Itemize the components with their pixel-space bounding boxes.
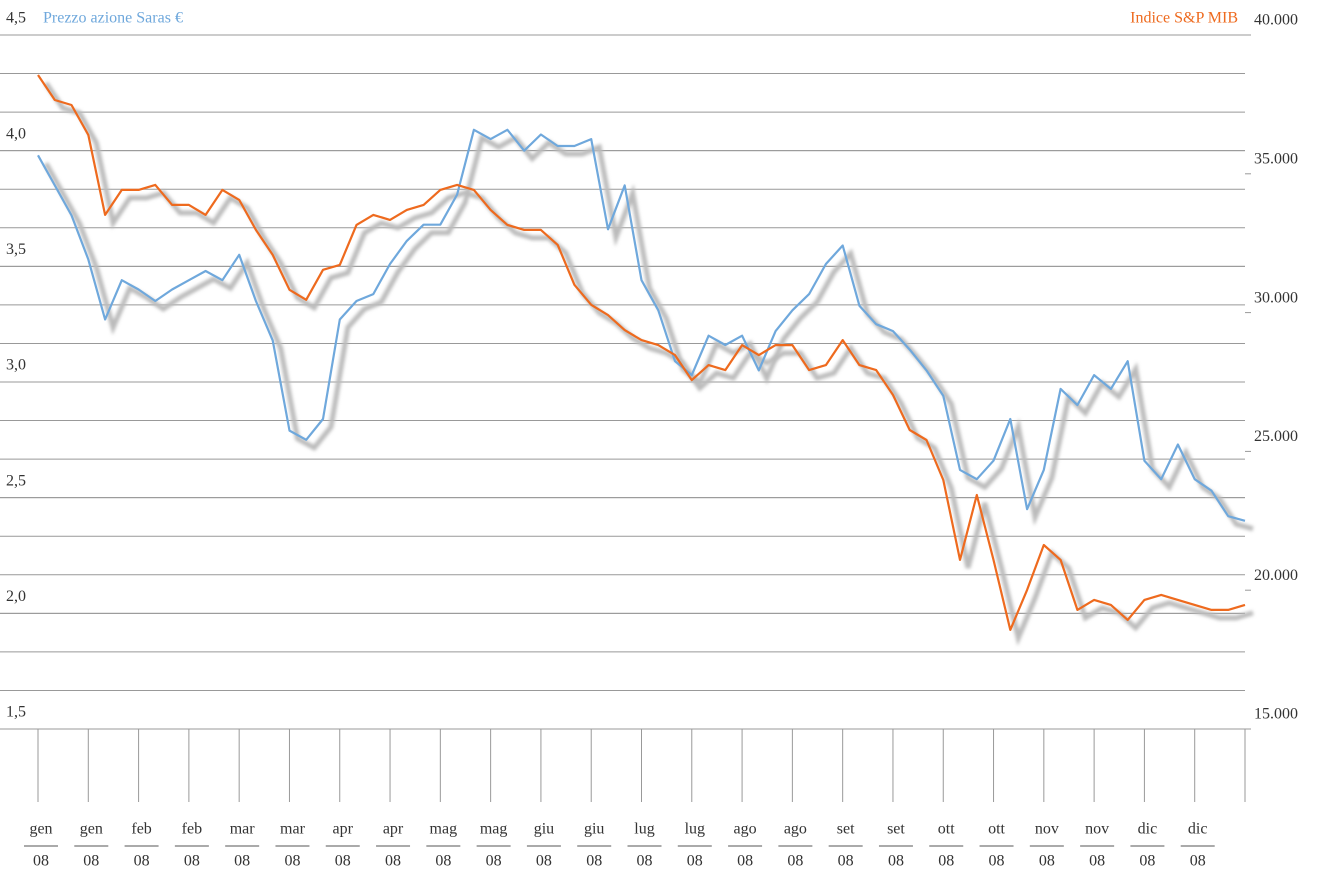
x-tick-year: 08 (888, 853, 904, 870)
y-tick-label: 1,5 (6, 704, 26, 721)
y2-tick-label: 15.000 (1254, 706, 1298, 723)
x-tick-month: ago (734, 821, 757, 838)
x-tick-year: 08 (1139, 853, 1155, 870)
x-tick-month: dic (1138, 821, 1158, 838)
x-tick-month: dic (1188, 821, 1208, 838)
legend-left: Prezzo azione Saras € (43, 10, 183, 27)
y-tick-label: 2,5 (6, 472, 26, 489)
x-tick-year: 08 (335, 853, 351, 870)
x-tick-month: mag (480, 821, 508, 838)
y-tick-label: 4,5 (6, 10, 26, 27)
x-tick-year: 08 (234, 853, 250, 870)
x-tick-month: set (887, 821, 905, 838)
x-tick-month: lug (634, 821, 654, 838)
x-tick-month: gen (80, 821, 103, 838)
x-tick-year: 08 (1039, 853, 1055, 870)
x-tick-month: apr (333, 821, 354, 838)
y2-tick-label: 40.000 (1254, 12, 1298, 29)
y-tick-label: 3,0 (6, 357, 26, 374)
x-tick-month: ott (988, 821, 1005, 838)
x-tick-year: 08 (385, 853, 401, 870)
x-tick-year: 08 (284, 853, 300, 870)
y-tick-label: 4,0 (6, 125, 26, 142)
x-tick-year: 08 (33, 853, 49, 870)
legend-right: Indice S&P MIB (1130, 10, 1238, 27)
series-line (37, 74, 1246, 631)
x-tick-year: 08 (938, 853, 954, 870)
x-tick-year: 08 (486, 853, 502, 870)
x-tick-year: 08 (586, 853, 602, 870)
x-tick-month: giu (584, 821, 604, 838)
x-tick-month: feb (131, 821, 151, 838)
x-tick-month: set (837, 821, 855, 838)
y-tick-label: 3,5 (6, 241, 26, 258)
y2-tick-label: 35.000 (1254, 150, 1298, 167)
x-tick-year: 08 (1190, 853, 1206, 870)
x-tick-month: apr (383, 821, 404, 838)
line-shadow (43, 81, 1254, 646)
x-tick-year: 08 (435, 853, 451, 870)
y2-tick-label: 20.000 (1254, 567, 1298, 584)
x-tick-month: nov (1035, 821, 1059, 838)
y-tick-label: 2,0 (6, 588, 26, 605)
x-tick-month: feb (182, 821, 202, 838)
x-tick-year: 08 (184, 853, 200, 870)
x-tick-month: giu (534, 821, 554, 838)
x-tick-month: gen (29, 821, 52, 838)
line-shadow (43, 134, 1254, 532)
x-tick-year: 08 (838, 853, 854, 870)
x-tick-year: 08 (536, 853, 552, 870)
y2-tick-label: 25.000 (1254, 428, 1298, 445)
x-tick-year: 08 (737, 853, 753, 870)
series-line (37, 128, 1246, 522)
x-tick-year: 08 (989, 853, 1005, 870)
x-tick-month: lug (685, 821, 705, 838)
x-tick-month: ott (938, 821, 955, 838)
x-tick-year: 08 (687, 853, 703, 870)
x-tick-year: 08 (134, 853, 150, 870)
x-tick-year: 08 (637, 853, 653, 870)
x-tick-month: nov (1085, 821, 1109, 838)
y2-tick-label: 30.000 (1254, 289, 1298, 306)
x-tick-year: 08 (787, 853, 803, 870)
x-tick-year: 08 (1089, 853, 1105, 870)
x-tick-month: mar (280, 821, 306, 838)
x-tick-month: mag (430, 821, 458, 838)
x-tick-year: 08 (83, 853, 99, 870)
x-tick-month: ago (784, 821, 807, 838)
x-tick-month: mar (230, 821, 256, 838)
